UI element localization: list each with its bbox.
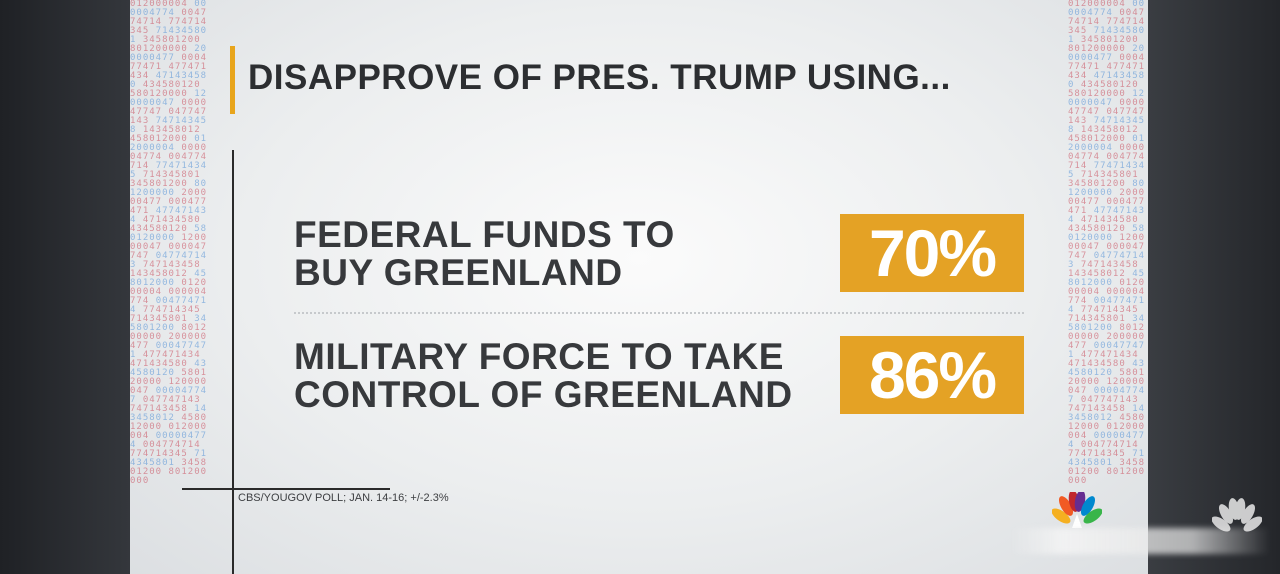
left-frame <box>0 0 130 574</box>
graphic-title: DISAPPROVE OF PRES. TRUMP USING... <box>248 58 951 97</box>
poll-item-label-line: CONTROL OF GREENLAND <box>294 374 793 415</box>
poll-item-percent: 70% <box>840 214 1024 292</box>
decorative-digits-right: 012000004 000004774 004774714 774714345 … <box>1068 0 1146 486</box>
title-accent-bar <box>230 46 235 114</box>
decorative-digits-left: 012000004 000004774 004774714 774714345 … <box>130 0 208 486</box>
poll-source: CBS/YOUGOV POLL; JAN. 14-16; +/-2.3% <box>238 492 449 504</box>
broadcast-graphic: 012000004 000004774 004774714 774714345 … <box>130 0 1148 574</box>
peacock-watermark-icon <box>1212 498 1262 532</box>
poll-item-label-line: MILITARY FORCE TO TAKE <box>294 336 784 377</box>
vertical-rule <box>232 150 234 574</box>
horizontal-rule <box>182 488 390 490</box>
row-divider <box>294 312 1024 314</box>
poll-item-label-line: FEDERAL FUNDS TO <box>294 214 675 255</box>
blurred-watermark <box>1010 528 1270 554</box>
right-frame <box>1148 0 1280 574</box>
nbc-peacock-icon <box>1052 492 1102 528</box>
poll-item-label: MILITARY FORCE TO TAKE CONTROL OF GREENL… <box>294 338 814 414</box>
poll-item-percent: 86% <box>840 336 1024 414</box>
poll-item-label: FEDERAL FUNDS TO BUY GREENLAND <box>294 216 814 292</box>
poll-item-label-line: BUY GREENLAND <box>294 252 623 293</box>
